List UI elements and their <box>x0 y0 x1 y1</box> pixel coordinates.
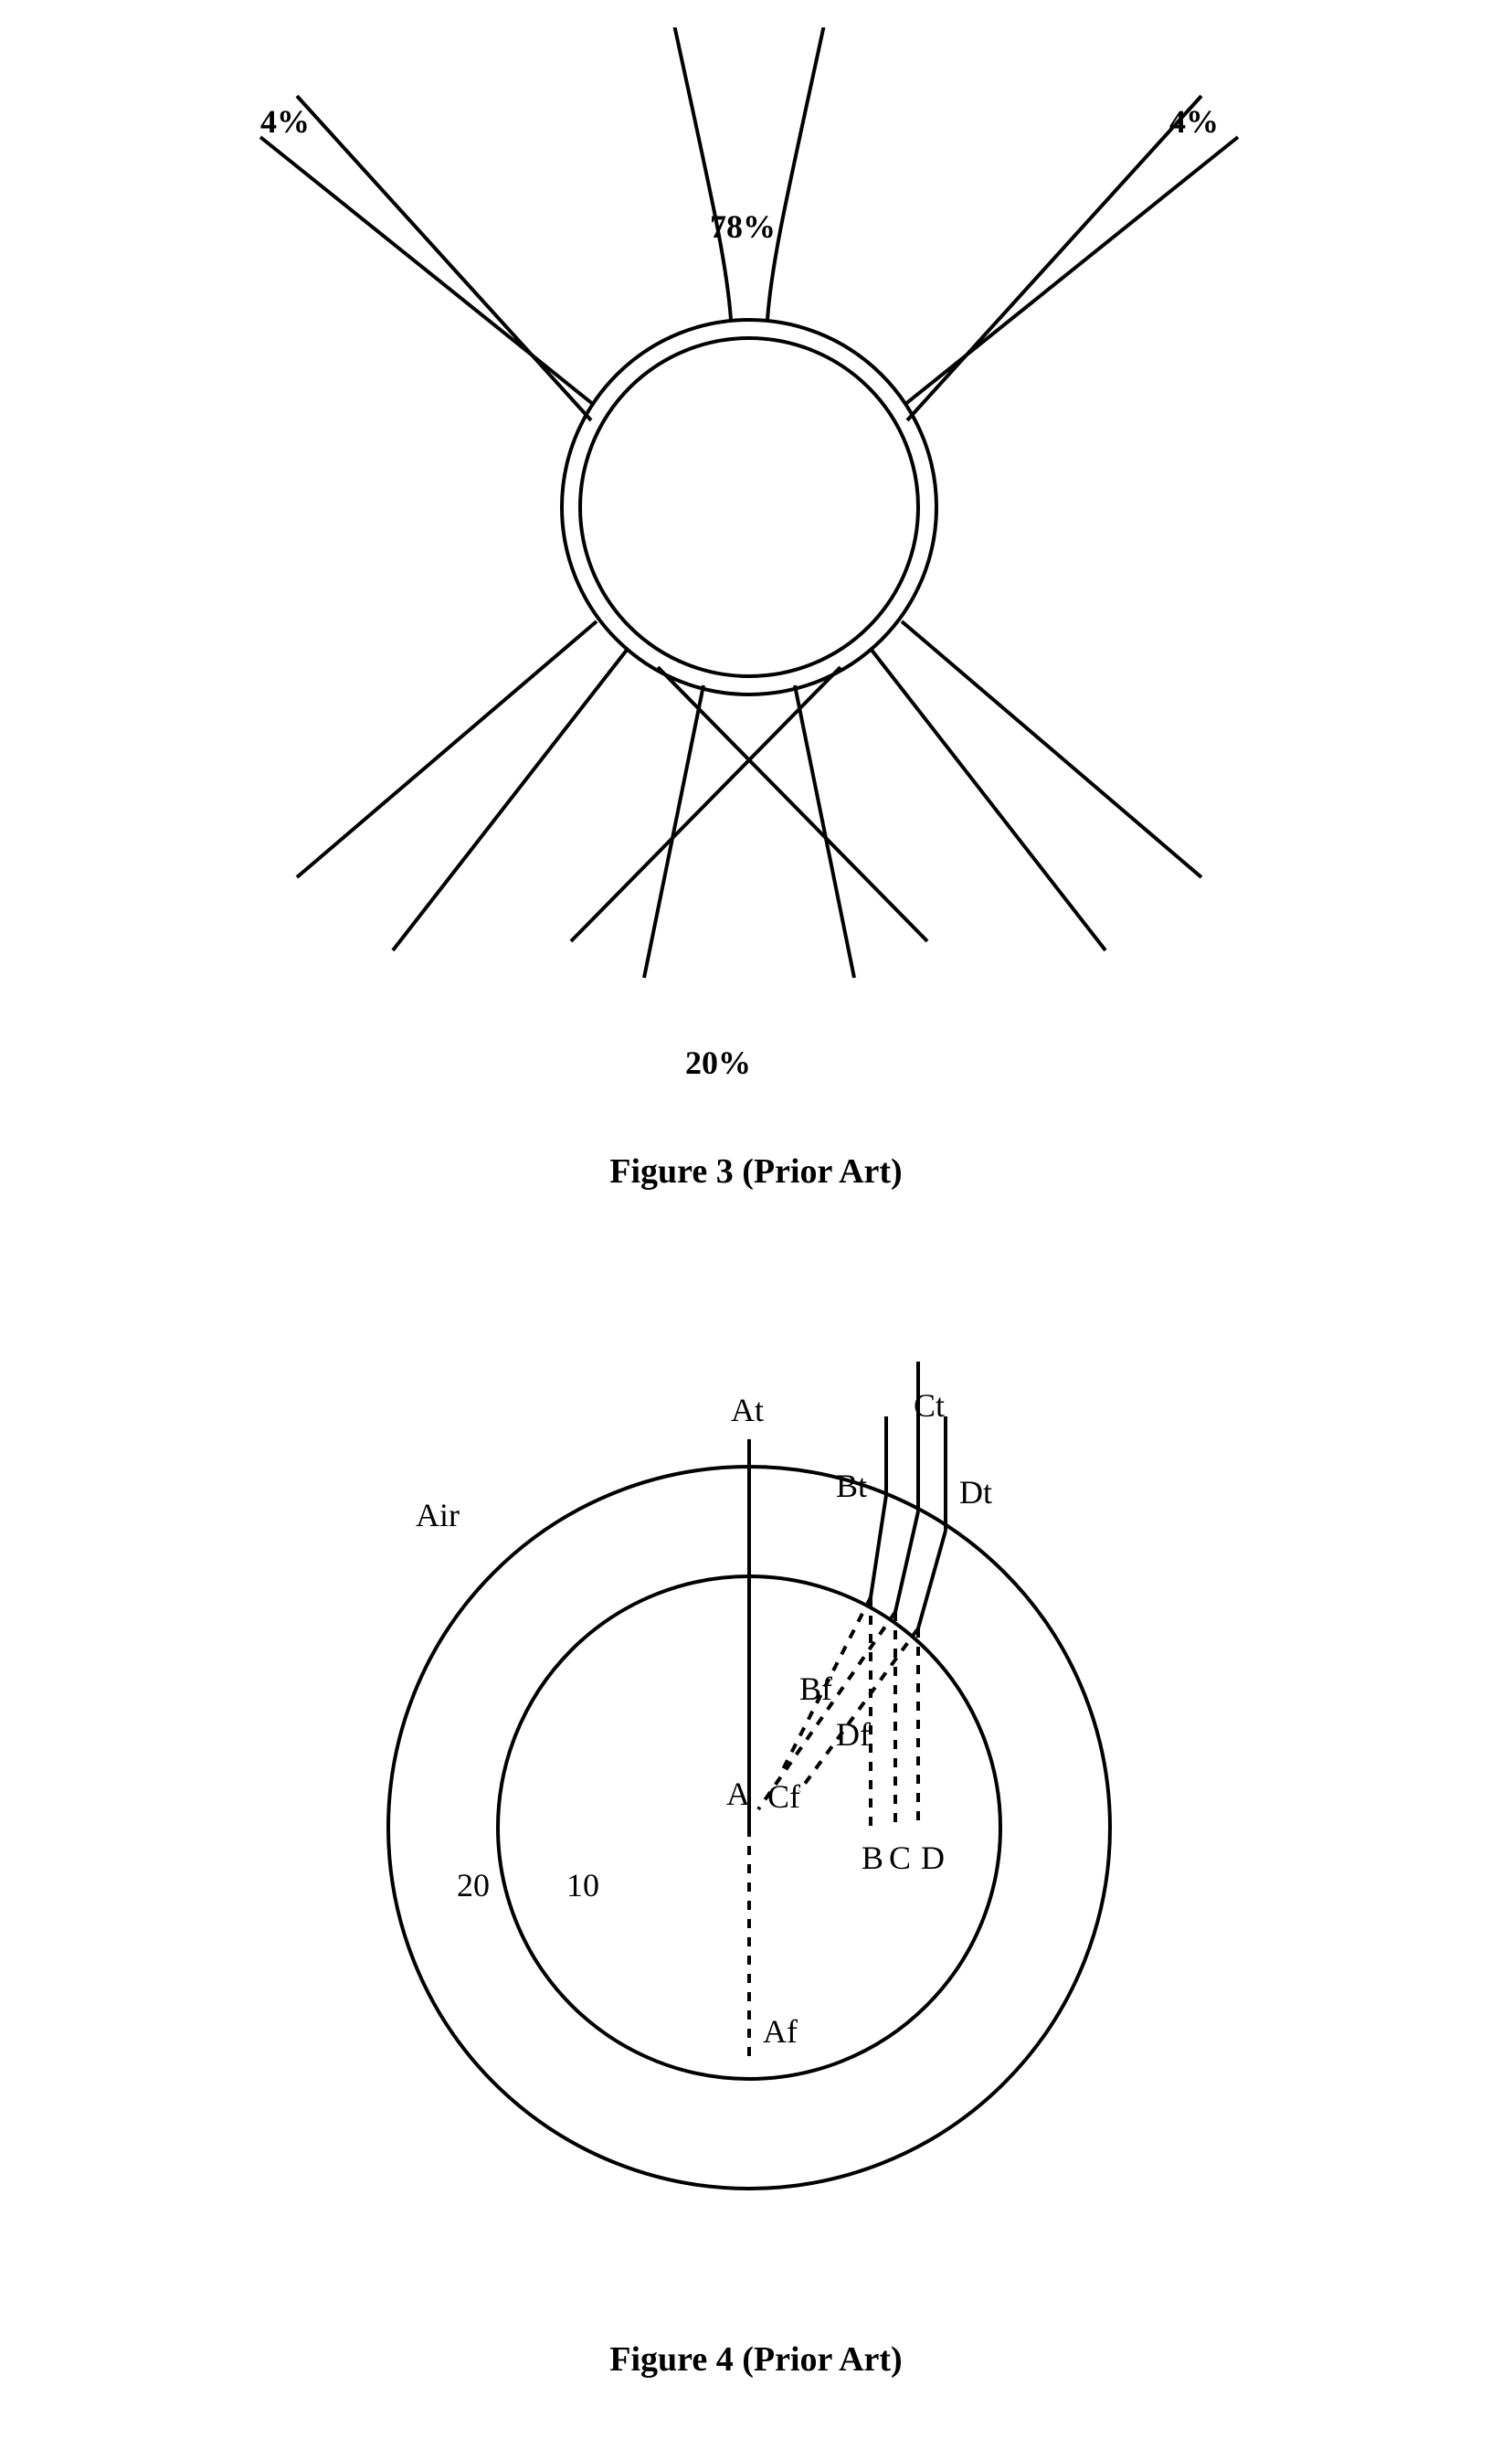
fig4-label-10: 10 <box>566 1867 599 1903</box>
figure3-diagram: 4% 4% 78% 20% <box>178 27 1320 1124</box>
fig4-label-Af: Af <box>763 2013 798 2050</box>
fig4-label-20: 20 <box>457 1867 490 1903</box>
fig3-inner-circle <box>580 338 918 676</box>
figure4-caption: Figure 4 (Prior Art) <box>0 2339 1512 2380</box>
fig4-label-Cf: Cf <box>767 1778 800 1815</box>
fig4-Df-line <box>799 1628 918 1791</box>
fig3-ray-4 <box>644 685 703 978</box>
fig3-right-wedge-b <box>907 96 1201 420</box>
fig3-left-wedge-a <box>260 137 594 405</box>
fig4-Bt-shell <box>871 1495 886 1597</box>
fig4-label-Dt: Dt <box>959 1474 992 1511</box>
fig4-label-C: C <box>889 1840 911 1876</box>
fig4-Ct-shell <box>895 1511 918 1612</box>
fig4-label-At: At <box>731 1392 764 1428</box>
fig3-label-left4: 4% <box>260 103 310 140</box>
fig4-label-Bt: Bt <box>836 1468 867 1504</box>
fig3-funnel-right <box>767 27 831 320</box>
fig4-label-Ct: Ct <box>914 1387 945 1424</box>
fig4-label-Df: Df <box>836 1716 871 1753</box>
fig3-label-20: 20% <box>685 1044 751 1081</box>
page: 4% 4% 78% 20% Figure 3 (Prior Art) Air A… <box>0 0 1512 2460</box>
fig3-funnel-left <box>667 27 731 320</box>
fig4-Dt-shell <box>918 1531 946 1628</box>
fig4-label-B: B <box>862 1840 883 1876</box>
figure4-diagram: Air At Ct Bt Dt Bf Df Cf A B C D Af 20 1… <box>178 1298 1320 2303</box>
fig3-right-wedge-a <box>904 137 1238 405</box>
figure3-caption: Figure 3 (Prior Art) <box>0 1151 1512 1192</box>
fig4-label-A: A <box>726 1776 750 1812</box>
fig3-left-wedge-b <box>297 96 591 420</box>
fig4-label-Air: Air <box>416 1497 460 1533</box>
fig3-ray-5 <box>795 685 854 978</box>
fig3-outer-circle <box>562 320 936 695</box>
fig3-label-right4: 4% <box>1169 103 1219 140</box>
fig4-label-Bf: Bf <box>799 1670 832 1707</box>
fig3-ray-6 <box>571 667 841 941</box>
fig3-label-78: 78% <box>710 208 776 245</box>
fig4-label-D: D <box>921 1840 945 1876</box>
